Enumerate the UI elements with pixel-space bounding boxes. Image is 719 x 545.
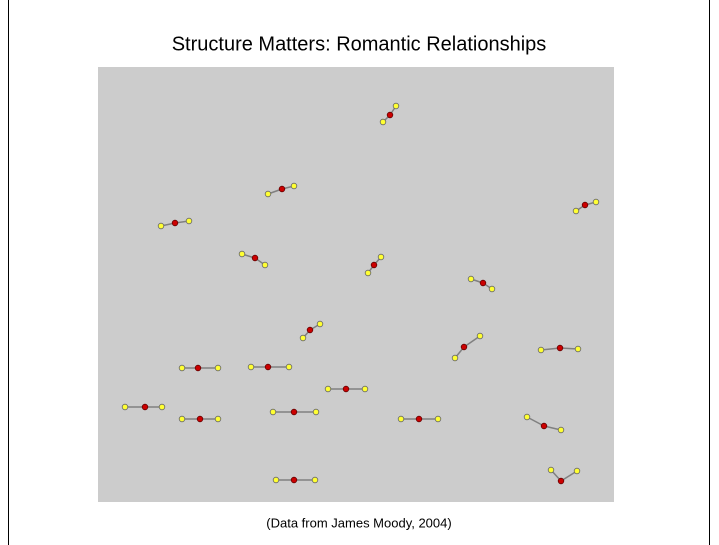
node (251, 254, 259, 262)
node (581, 201, 589, 209)
node (342, 385, 350, 393)
node (121, 403, 129, 411)
node (299, 334, 307, 342)
node (540, 422, 548, 430)
node (261, 261, 269, 269)
node (247, 363, 255, 371)
node (361, 385, 369, 393)
node (290, 182, 298, 190)
node (574, 345, 582, 353)
node (377, 253, 385, 261)
node (460, 343, 468, 351)
node (592, 198, 600, 206)
node (171, 219, 179, 227)
node (557, 426, 565, 434)
node (194, 364, 202, 372)
node (451, 354, 459, 362)
node (467, 275, 475, 283)
node (264, 363, 272, 371)
node (306, 326, 314, 334)
network-panel (98, 67, 614, 502)
node (324, 385, 332, 393)
node (476, 332, 484, 340)
node (312, 408, 320, 416)
node (285, 363, 293, 371)
node (290, 408, 298, 416)
node (178, 415, 186, 423)
edge (526, 416, 545, 427)
node (316, 320, 324, 328)
node (185, 217, 193, 225)
node (415, 415, 423, 423)
node (573, 467, 581, 475)
node (141, 403, 149, 411)
node (523, 413, 531, 421)
node (269, 408, 277, 416)
node (392, 102, 400, 110)
node (537, 346, 545, 354)
node (572, 207, 580, 215)
node (196, 415, 204, 423)
node (434, 415, 442, 423)
node (157, 222, 165, 230)
node (370, 261, 378, 269)
node (214, 415, 222, 423)
caption: (Data from James Moody, 2004) (266, 515, 451, 530)
node (214, 364, 222, 372)
node (158, 403, 166, 411)
node (238, 250, 246, 258)
node (178, 364, 186, 372)
node (556, 344, 564, 352)
node (557, 477, 565, 485)
node (479, 279, 487, 287)
node (264, 190, 272, 198)
node (364, 269, 372, 277)
edge (463, 335, 481, 348)
node (547, 466, 555, 474)
node (488, 285, 496, 293)
node (386, 111, 394, 119)
node (397, 415, 405, 423)
node (278, 185, 286, 193)
node (290, 476, 298, 484)
node (379, 118, 387, 126)
node (311, 476, 319, 484)
network (121, 102, 600, 485)
node (272, 476, 280, 484)
slide-title: Structure Matters: Romantic Relationship… (172, 33, 547, 55)
